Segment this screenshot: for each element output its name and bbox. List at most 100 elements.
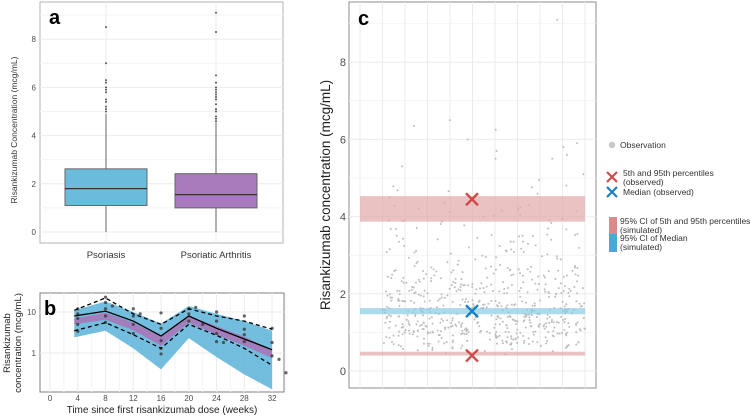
observation-point [551, 350, 554, 353]
observation-point [432, 268, 435, 271]
observation-point [459, 289, 462, 292]
observation-point [552, 335, 555, 338]
observation-point [463, 333, 466, 336]
observation-point [506, 316, 509, 319]
observation-point [461, 298, 464, 301]
outlier-point [215, 120, 217, 123]
observation-point [504, 330, 507, 333]
observation-point [509, 240, 512, 243]
observation-point [521, 300, 524, 303]
observation-point [444, 328, 447, 331]
outlier-point [215, 88, 217, 91]
outlier-point [215, 108, 217, 111]
observation-point [531, 340, 534, 343]
observation-point [569, 290, 572, 293]
outlier-point [105, 110, 107, 113]
observation-point [509, 268, 512, 271]
observation-point [574, 265, 577, 268]
observation-point [464, 298, 467, 301]
observation-point [556, 257, 559, 260]
observation-point [388, 248, 391, 251]
observation-point [397, 297, 400, 300]
observation-point [522, 320, 525, 323]
observed-median-line [74, 310, 273, 351]
observation-point [402, 347, 405, 350]
observation-point [519, 287, 522, 290]
observation-point [471, 285, 474, 288]
observation-point [534, 244, 537, 247]
observation-point [187, 319, 191, 323]
observation-point [428, 342, 431, 345]
observation-point [390, 277, 393, 280]
observation-point [560, 291, 563, 294]
observation-point [221, 340, 226, 345]
observation-point [450, 271, 453, 274]
observation-point [544, 283, 547, 286]
outlier-point [215, 115, 217, 118]
observation-point [510, 303, 513, 306]
observation-point [242, 333, 246, 337]
observation-point [417, 293, 420, 296]
observation-point [577, 340, 580, 343]
observation-point [563, 321, 566, 324]
observation-point [545, 325, 548, 328]
observation-point [440, 296, 443, 299]
observation-point [495, 149, 498, 152]
observation-point [556, 332, 559, 335]
observation-point [390, 340, 393, 343]
observation-point [430, 316, 433, 319]
observation-point [477, 321, 480, 324]
observation-point [491, 289, 494, 292]
panel-a-label: a [49, 7, 61, 29]
observation-point [398, 293, 401, 296]
observation-point [442, 304, 445, 307]
observation-point [439, 277, 442, 280]
observation-point [401, 299, 404, 302]
panel-c-label: c [358, 8, 369, 30]
observation-point [554, 277, 557, 280]
observation-point [522, 250, 525, 253]
observation-point [576, 267, 579, 270]
observation-point [565, 274, 568, 277]
observation-point [557, 321, 560, 324]
observed-p95-marker [465, 192, 479, 207]
observation-point [489, 265, 492, 268]
observation-point [389, 315, 392, 318]
observation-point [524, 326, 527, 329]
observation-point [419, 324, 422, 327]
observation-point [438, 334, 441, 337]
observation-point [451, 300, 454, 303]
observation-point [548, 295, 551, 298]
observation-point [110, 304, 115, 308]
observation-point [498, 263, 501, 266]
observation-point [518, 289, 521, 292]
legend-median-observed: Median (observed) [623, 187, 694, 197]
outlier-point [215, 11, 217, 14]
observation-point [495, 256, 498, 259]
observation-point [510, 283, 513, 286]
observation-point [388, 320, 391, 323]
x-tick-label: 12 [129, 394, 138, 403]
observation-point [574, 233, 577, 236]
observation-point [509, 315, 512, 318]
observation-point [499, 317, 502, 320]
observation-point [567, 344, 570, 347]
observation-point [527, 242, 530, 245]
observation-point [430, 266, 433, 269]
observation-point [422, 328, 425, 331]
observation-point [450, 284, 453, 287]
observation-point [431, 346, 434, 349]
observation-point [454, 277, 457, 280]
observation-point [505, 291, 508, 294]
observation-point [543, 327, 546, 330]
observation-point [530, 265, 533, 268]
median-ci-band [74, 312, 273, 359]
observation-point [520, 247, 523, 250]
observation-point [527, 342, 530, 345]
observation-point [394, 269, 397, 272]
observation-point [452, 280, 455, 283]
legend-red-swatch [609, 217, 617, 234]
observation-point [509, 343, 512, 346]
observation-point [431, 330, 434, 333]
observation-point [397, 344, 400, 347]
